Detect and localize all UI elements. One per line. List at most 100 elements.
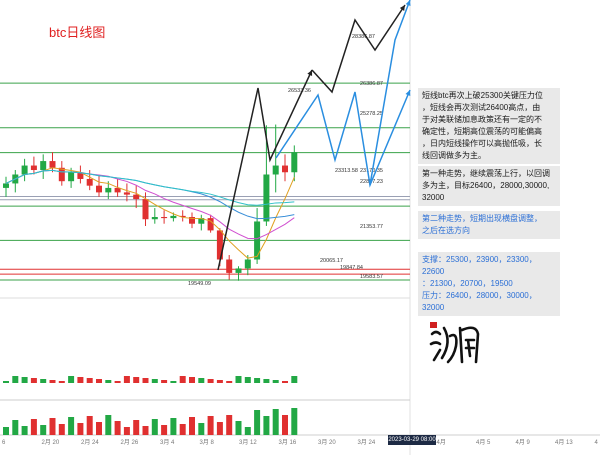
candle-body (96, 185, 102, 193)
levels-line: 压力：26400，28000，30000，32000 (422, 291, 537, 312)
volume-bar (40, 425, 47, 435)
x-tick-label: 4月 (437, 439, 446, 446)
macd-bar (282, 381, 288, 383)
analysis-line: 于对美联储加息政策还有一定的不 (422, 115, 542, 124)
volume-bar (254, 410, 261, 435)
volume-bar (179, 424, 186, 435)
analysis-line: ，日内短线操作可以高抛低吸，长 (422, 139, 542, 148)
cursor-date-label: 2023-03-29 08:00 (388, 435, 436, 445)
candle-body (272, 165, 279, 175)
analysis-note: 短线btc再次上破25300关键压力位 ，短线会再次测试26400高点，由 于对… (418, 88, 560, 164)
macd-bar (235, 376, 242, 383)
macd-bar (216, 380, 223, 383)
macd-bar (12, 376, 19, 383)
candle-body (226, 259, 233, 273)
price-label: 19847.84 (340, 265, 363, 271)
macd-bar (123, 376, 130, 383)
candle-body (142, 199, 149, 220)
volume-bar (244, 427, 251, 435)
levels-line: 支撑：25300，23900，23300，22600 (422, 255, 537, 276)
candle-body (254, 221, 261, 260)
price-label: 26533.36 (288, 88, 311, 94)
macd-bar (254, 378, 261, 383)
volume-bar (58, 424, 65, 435)
volume-bar (161, 425, 168, 435)
x-tick-label: 4月 5 (476, 439, 491, 446)
price-label: 21353.77 (360, 224, 383, 230)
macd-bar (68, 376, 75, 383)
macd-bar (49, 380, 56, 383)
scenario1-note: 第一种走势，继续震荡上行，以回调 多为主，目标26400，28000,30000… (418, 166, 560, 206)
scenario1-line: 第一种走势，继续震荡上行，以回调 (422, 169, 550, 178)
volume-bar (170, 418, 177, 435)
scenario2-line: 之后在选方向 (422, 226, 470, 235)
macd-bar (263, 379, 270, 383)
levels-line: ：21300，20700，19500 (422, 279, 513, 288)
x-tick-label: 3月 12 (239, 439, 257, 446)
candle-body (123, 192, 130, 195)
scenario1-line: 多为主，目标26400，28000,30000, (422, 181, 550, 190)
macd-bar (291, 376, 298, 383)
volume-bar (226, 415, 233, 435)
volume-bar (96, 422, 102, 435)
blue-projection-arrow-head (405, 0, 411, 6)
price-label: 28386.87 (352, 34, 375, 40)
chart-title: btc日线图 (49, 25, 106, 40)
candle-body (170, 215, 177, 219)
candle-body (282, 165, 288, 173)
x-tick-label: 3月 20 (318, 439, 336, 446)
price-label: 19583.57 (360, 274, 383, 280)
macd-bar (40, 379, 47, 383)
macd-bar (207, 379, 214, 383)
macd-bar (198, 378, 205, 383)
price-label: 23313.58 (335, 168, 358, 174)
macd-bar (179, 376, 186, 383)
volume-bar (198, 423, 205, 435)
macd-bar (170, 381, 177, 383)
x-tick-label: 4月 9 (516, 439, 531, 446)
candle-body (244, 259, 251, 269)
moving-average-line (5, 169, 295, 206)
macd-bar (96, 379, 102, 383)
volume-bar (216, 422, 223, 435)
volume-bar (68, 417, 75, 435)
x-tick-label: 6 (2, 440, 6, 446)
calligraphy-signature-icon (429, 322, 480, 364)
price-label: 26386.87 (360, 81, 383, 87)
macd-bar (272, 380, 279, 383)
candle-body (30, 165, 37, 171)
volume-bar (49, 418, 56, 435)
volume-bar (291, 408, 298, 435)
candle-body (114, 187, 121, 193)
volume-bar (207, 416, 214, 435)
analysis-line: 确定性，短期高位震荡的可能偏高 (422, 127, 542, 136)
blue-projection-arrow-head (405, 90, 411, 96)
macd-bar (142, 378, 149, 383)
volume-bar (30, 419, 37, 435)
x-tick-label: 3月 8 (200, 439, 215, 446)
volume-bar (86, 416, 93, 435)
macd-bar (244, 377, 251, 383)
macd-bar (77, 377, 84, 383)
candle-body (216, 230, 223, 260)
volume-bar (77, 423, 84, 435)
macd-bar (151, 379, 158, 383)
macd-bar (105, 380, 112, 383)
candle-body (3, 183, 9, 188)
analysis-line: 线回调做多为主。 (422, 151, 486, 160)
analysis-line: 短线btc再次上破25300关键压力位 (422, 91, 543, 100)
candle-body (58, 167, 65, 182)
candle-body (189, 216, 195, 224)
candle-body (161, 216, 168, 219)
candle-body (40, 161, 47, 171)
scenario2-note: 第二种走势，短期出现横盘调整， 之后在选方向 (418, 211, 560, 239)
x-tick-label: 4 (595, 440, 599, 446)
x-tick-label: 3月 24 (358, 439, 376, 446)
black-projection-arrow-head (307, 70, 313, 76)
candle-body (133, 194, 140, 200)
moving-average-line (5, 167, 295, 259)
volume-bar (151, 419, 158, 435)
black-projection-arrow (311, 4, 406, 94)
volume-bar (123, 427, 130, 435)
